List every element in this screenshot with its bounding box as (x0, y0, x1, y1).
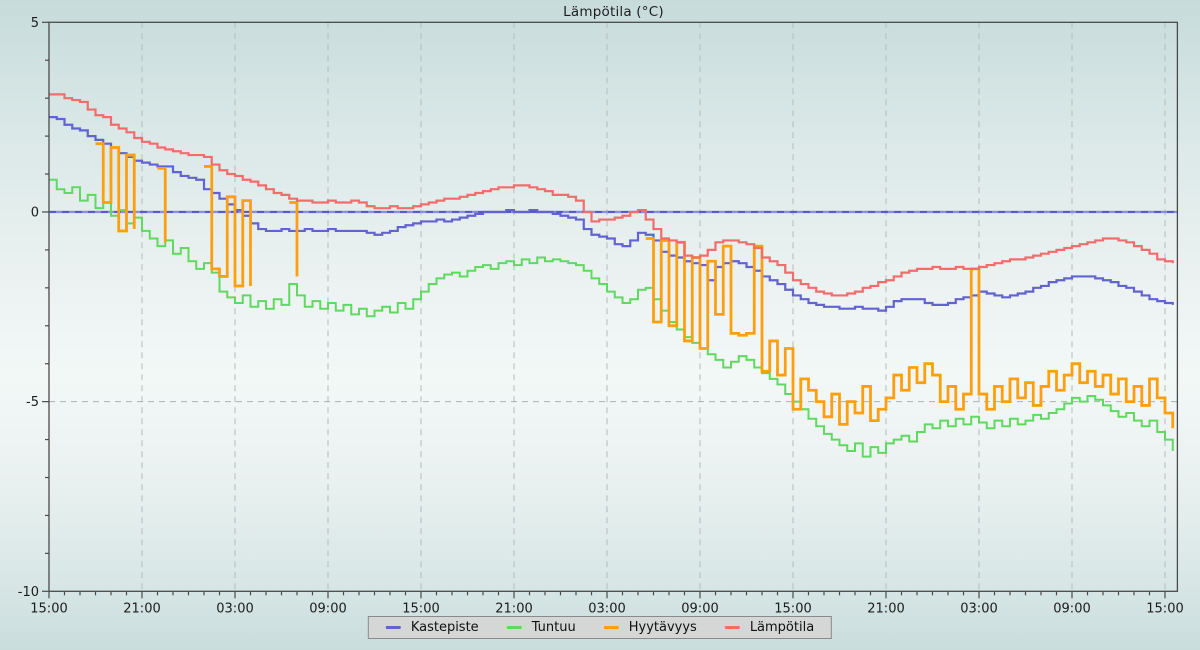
x-tick-label: 09:00 (309, 601, 346, 616)
x-tick-label: 15:00 (1146, 601, 1183, 616)
series-hyytävyys (95, 142, 1175, 429)
series-lämpötila (49, 93, 1174, 297)
x-tick-label: 03:00 (588, 601, 625, 616)
x-tick-label: 21:00 (123, 601, 160, 616)
legend-item-lämpötila: Lämpötila (724, 620, 815, 635)
x-tick-label: 21:00 (495, 601, 532, 616)
legend-label: Hyytävyys (628, 620, 697, 635)
y-tick-label: 5 (31, 16, 39, 31)
x-tick-label: 15:00 (30, 601, 67, 616)
legend-label: Kastepiste (410, 620, 479, 635)
x-tick-label: 09:00 (681, 601, 718, 616)
series-kastepiste (49, 116, 1174, 312)
legend-dash-icon (385, 626, 401, 629)
chart-legend: Kastepiste Tuntuu Hyytävyys Lämpötila (367, 616, 833, 639)
legend-dash-icon (603, 626, 619, 629)
x-tick-label: 03:00 (960, 601, 997, 616)
legend-dash-icon (724, 626, 740, 629)
legend-item-hyytävyys: Hyytävyys (603, 620, 697, 635)
y-tick-label: 0 (31, 205, 39, 220)
series-tuntuu (49, 178, 1174, 458)
x-tick-label: 03:00 (216, 601, 253, 616)
x-axis-ticks: 15:00 21:00 03:00 09:00 15:00 21:00 03:00 09:00… (30, 591, 1184, 616)
x-tick-label: 21:00 (867, 601, 904, 616)
legend-item-tuntuu: Tuntuu (506, 620, 576, 635)
x-tick-label: 15:00 (774, 601, 811, 616)
y-tick-label: -5 (26, 395, 39, 410)
legend-label: Lämpötila (749, 620, 815, 635)
legend-item-kastepiste: Kastepiste (385, 620, 479, 635)
x-tick-label: 09:00 (1053, 601, 1090, 616)
plot-border (48, 21, 1179, 592)
legend-dash-icon (506, 626, 522, 629)
x-tick-label: 15:00 (402, 601, 439, 616)
legend-label: Tuntuu (531, 620, 576, 635)
y-axis-ticks: -10 -5 0 5 (18, 16, 49, 600)
y-tick-label: -10 (18, 585, 39, 600)
chart-title: Lämpötila (°C) (563, 4, 664, 20)
grid (49, 22, 1178, 592)
